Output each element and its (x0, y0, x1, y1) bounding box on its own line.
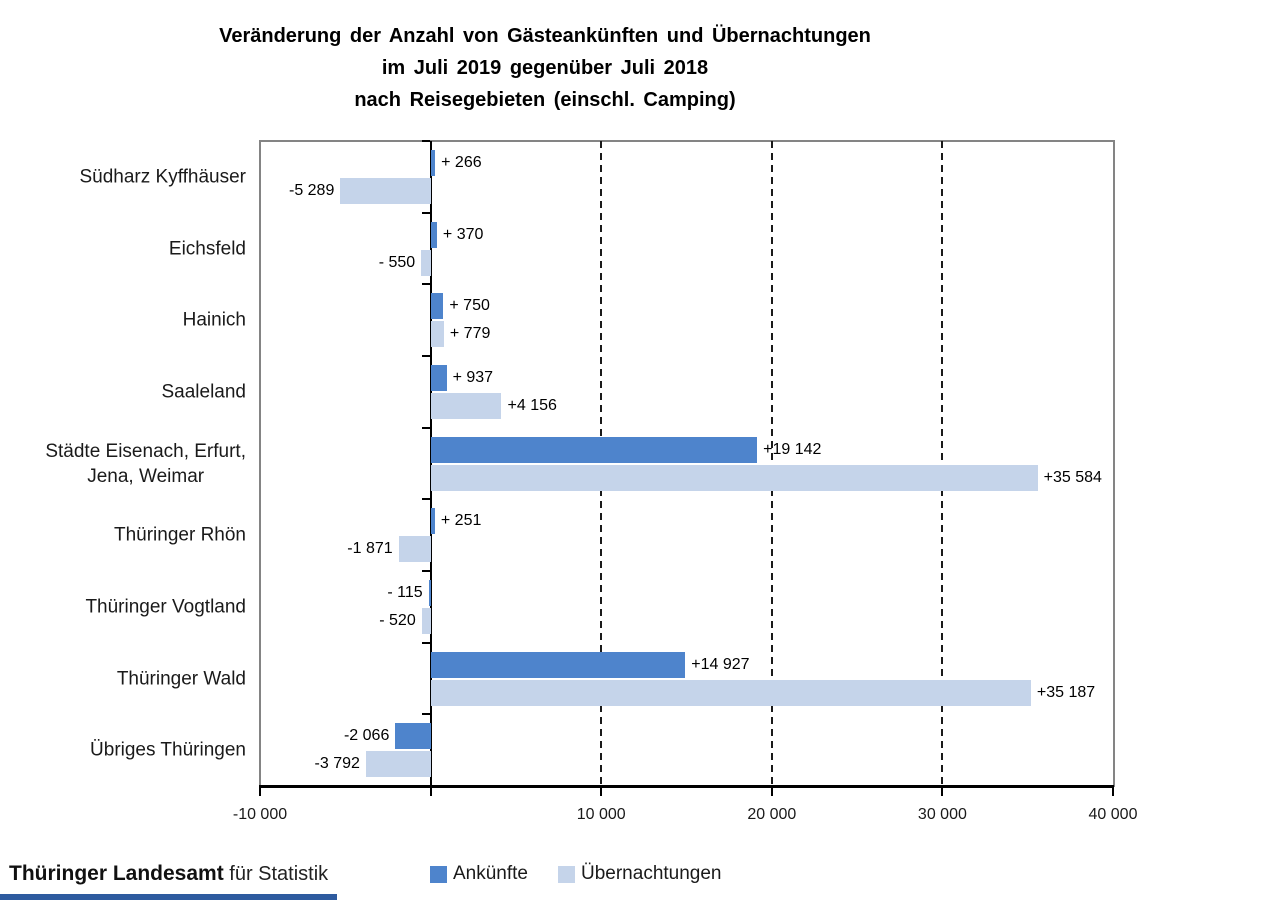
value-label: -1 871 (347, 540, 393, 558)
zero-axis-tick (421, 570, 430, 572)
bar-uebernachtungen (430, 464, 1038, 491)
value-label: + 370 (442, 225, 484, 243)
x-axis-label: 30 000 (917, 806, 967, 823)
value-label: + 779 (449, 325, 491, 343)
value-label: + 750 (449, 297, 490, 315)
bar-uebernachtungen (340, 177, 431, 204)
bar-ankuenfte (395, 723, 431, 750)
x-axis-label: 20 000 (747, 806, 797, 823)
gridline-10000 (600, 141, 603, 786)
title-line-2: im Juli 2019 gegenüber Juli 2018 (381, 57, 709, 79)
bar-uebernachtungen (421, 607, 431, 634)
zero-axis-tick (421, 140, 430, 142)
legend-swatch (430, 865, 447, 883)
zero-axis-tick (421, 498, 430, 501)
bar-ankuenfte (430, 364, 447, 391)
footer: Thüringer Landesamt für Statistik (9, 862, 328, 886)
gridline-30000 (941, 141, 944, 786)
value-label: +35 187 (1036, 683, 1096, 701)
zero-axis-tick (421, 211, 430, 214)
value-label: +35 584 (1043, 468, 1102, 486)
value-label: +4 156 (507, 396, 557, 414)
value-label: - 550 (378, 253, 416, 271)
title-line-1: Veränderung der Anzahl von Gästeankünfte… (219, 25, 871, 47)
bar-uebernachtungen (365, 751, 431, 778)
bar-ankuenfte (430, 508, 435, 535)
value-label: + 251 (440, 512, 482, 530)
x-axis-tick (1112, 788, 1114, 796)
x-axis-label: -10 000 (232, 806, 288, 823)
category-label: Südharz Kyffhäuser (79, 166, 246, 188)
zero-axis-tick (421, 355, 430, 357)
legend-item-bernachtungen: Übernachtungen (558, 863, 722, 885)
category-label: Thüringer Vogtland (85, 596, 246, 618)
bar-ankuenfte (430, 221, 437, 248)
zero-axis-tick (421, 283, 430, 286)
category-label: Städte Eisenach, Erfurt, Jena, Weimar (45, 440, 246, 487)
title-line-3: nach Reisegebieten (einschl. Camping) (354, 89, 736, 111)
legend: Ankünfte Übernachtungen (430, 863, 722, 885)
category-label: Hainich (182, 309, 246, 331)
category-label: Thüringer Wald (116, 668, 246, 689)
value-label: - 115 (387, 583, 423, 601)
zero-axis-tick (421, 426, 430, 429)
x-axis-label: 10 000 (576, 806, 626, 823)
legend-label: Ankünfte (453, 863, 528, 884)
bar-uebernachtungen (430, 392, 502, 419)
x-axis-tick (600, 788, 603, 796)
category-label: Saaleland (161, 381, 246, 403)
value-label: -3 792 (314, 755, 360, 773)
bar-uebernachtungen (398, 536, 431, 563)
bar-ankuenfte (428, 579, 431, 606)
bar-uebernachtungen (430, 679, 1031, 706)
bar-ankuenfte (430, 293, 444, 320)
footer-org-suffix: für Statistik (223, 863, 329, 885)
x-axis-line (259, 785, 1114, 788)
x-axis-tick (429, 788, 432, 796)
legend-swatch (558, 865, 575, 883)
footer-org-name: Thüringer Landesamt (9, 862, 224, 885)
chart-title: Veränderung der Anzahl von Gästeankünfte… (0, 20, 1090, 116)
value-label: -5 289 (288, 181, 335, 199)
bar-uebernachtungen (430, 321, 444, 348)
value-label: -2 066 (343, 727, 390, 745)
bar-ankuenfte (430, 149, 436, 176)
value-label: + 937 (452, 368, 494, 386)
legend-item-anknfte: Ankünfte (430, 863, 528, 885)
category-label: Eichsfeld (168, 238, 246, 259)
legend-label: Übernachtungen (581, 863, 722, 884)
zero-axis (429, 141, 432, 786)
x-axis-tick (941, 788, 944, 796)
x-axis-tick (770, 788, 773, 796)
x-axis-label: 40 000 (1088, 806, 1138, 823)
value-label: - 520 (379, 611, 416, 629)
zero-axis-tick (421, 641, 430, 644)
bar-uebernachtungen (421, 249, 431, 276)
value-label: +14 927 (691, 655, 750, 673)
value-label: + 266 (441, 153, 482, 171)
bar-ankuenfte (430, 651, 686, 678)
gridline-20000 (770, 141, 773, 786)
x-axis-tick (259, 788, 261, 796)
footer-accent-bar (0, 894, 337, 900)
category-label: Thüringer Rhön (113, 524, 246, 546)
zero-axis-tick (421, 713, 430, 716)
category-label: Übriges Thüringen (90, 739, 246, 761)
bar-ankuenfte (430, 436, 758, 463)
value-label: +19 142 (763, 440, 822, 458)
